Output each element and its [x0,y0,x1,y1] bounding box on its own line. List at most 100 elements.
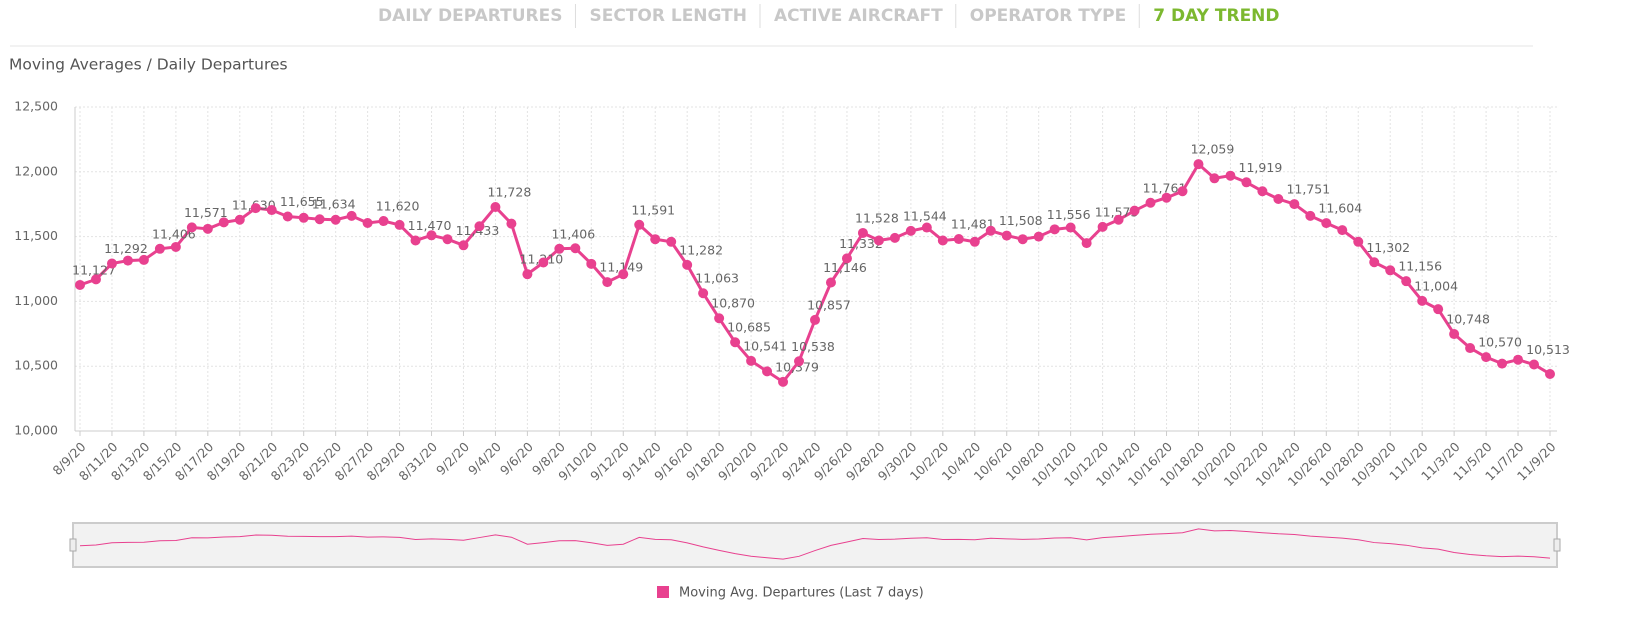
data-point [538,257,549,268]
data-point [1225,170,1236,181]
data-point [905,225,916,236]
data-point [682,259,693,270]
data-point [1353,236,1364,247]
data-point [1001,230,1012,241]
data-label: 11,127 [72,262,116,277]
data-label: 11,282 [679,242,723,257]
data-point [1257,186,1268,197]
chart-title: Moving Averages / Daily Departures [9,56,288,74]
data-point [1033,231,1044,242]
data-label: 11,655 [280,194,324,209]
data-point [1177,186,1188,197]
data-point [985,225,996,236]
y-tick-label: 10,000 [14,423,58,438]
data-point [298,212,309,223]
data-point [522,269,533,280]
data-point [1481,352,1492,363]
tab-bar: DAILY DEPARTURES SECTOR LENGTH ACTIVE AIRC… [378,4,1280,28]
tab[interactable]: SECTOR LENGTH [589,6,747,26]
data-point [1321,218,1332,229]
data-point [1369,257,1380,268]
data-point [426,230,437,241]
data-point [234,214,245,225]
data-label: 11,470 [408,218,452,233]
data-point [186,222,197,233]
tab[interactable]: ACTIVE AIRCRAFT [774,6,943,26]
data-point [1097,221,1108,232]
data-label: 10,538 [791,339,835,354]
data-point [266,205,277,216]
data-point [873,235,884,246]
data-label: 11,063 [695,271,739,286]
data-point [474,221,485,232]
data-label: 11,591 [631,202,675,217]
data-point [1497,358,1508,369]
data-label: 11,571 [184,205,228,220]
data-label: 11,149 [599,260,643,275]
data-point [1209,173,1220,184]
data-label: 11,156 [1398,259,1442,274]
data-label: 11,528 [855,210,899,225]
data-point [1161,192,1172,203]
data-point [314,214,325,225]
data-point [1017,234,1028,245]
data-point [1113,214,1124,225]
data-point [634,219,645,230]
data-point [330,214,341,225]
data-point [1433,304,1444,315]
data-label: 12,059 [1191,142,1235,157]
data-point [378,216,389,227]
x-tick-label: 9/2/20 [433,439,472,478]
data-point [554,243,565,254]
data-point [442,234,453,245]
tab[interactable]: OPERATOR TYPE [970,6,1127,26]
data-point [1385,265,1396,276]
y-tick-label: 12,500 [14,99,58,114]
data-label: 11,332 [839,236,883,251]
tab[interactable]: 7 DAY TREND [1153,6,1279,26]
y-tick-label: 12,000 [14,163,58,178]
data-label: 11,004 [1414,278,1458,293]
data-point [154,243,165,254]
data-label: 11,604 [1318,201,1362,216]
data-point [138,254,149,265]
data-point [75,279,85,290]
data-point [810,314,820,325]
navigator-handle[interactable] [1553,538,1561,552]
data-label: 10,513 [1526,342,1570,357]
data-point [794,356,805,367]
data-label: 10,748 [1446,312,1490,327]
data-point [90,274,101,285]
navigator[interactable] [72,522,1558,568]
data-label: 10,857 [807,297,851,312]
x-tick-label: 9/6/20 [497,439,536,478]
data-point [618,269,629,280]
data-point [218,217,229,228]
data-point [969,236,980,247]
data-label: 11,919 [1239,160,1283,175]
data-point [778,376,789,387]
data-point [1449,329,1460,340]
data-point [1241,177,1252,188]
tab[interactable]: DAILY DEPARTURES [378,6,562,26]
data-point [953,234,964,245]
data-point [202,223,213,234]
y-tick-label: 11,000 [14,293,58,308]
data-point [410,235,421,246]
data-label: 11,508 [999,213,1043,228]
data-label: 10,379 [775,359,819,374]
y-tick-label: 10,500 [14,358,58,373]
navigator-handle[interactable] [69,538,77,552]
data-point [1545,368,1555,379]
data-point [650,234,661,245]
data-label: 10,685 [727,320,771,335]
data-point [921,222,932,233]
data-label: 11,406 [152,226,196,241]
data-label: 11,620 [376,199,420,214]
data-label: 11,556 [1047,207,1091,222]
data-point [698,288,709,299]
data-point [1465,343,1476,354]
data-point [170,241,181,252]
data-point [825,277,836,288]
